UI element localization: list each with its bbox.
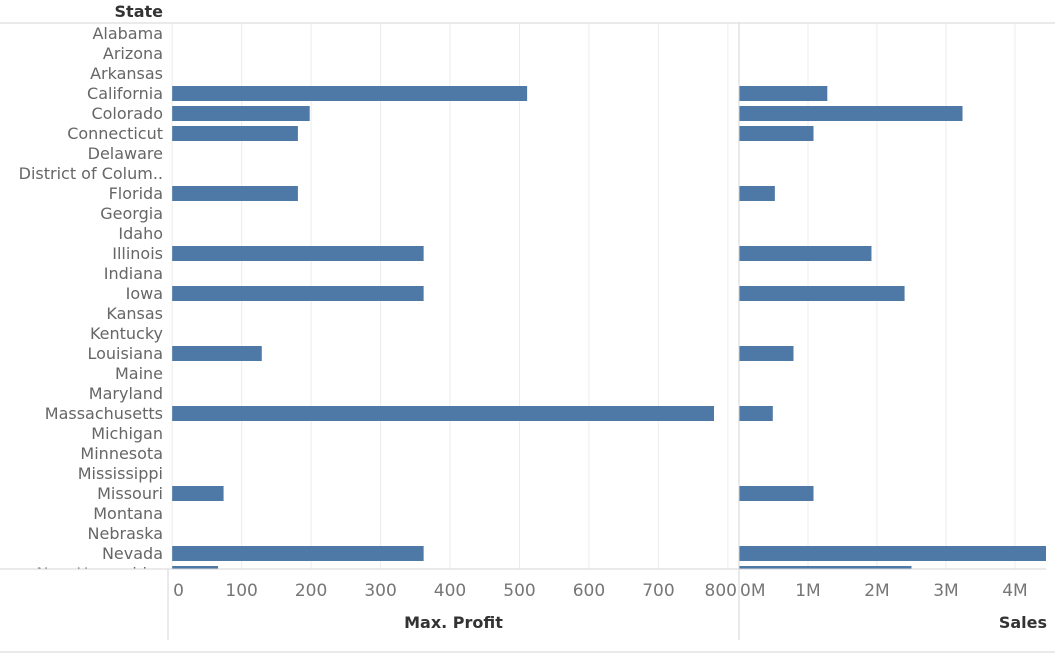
state-label: Connecticut [67,124,163,143]
bar[interactable] [739,186,775,201]
state-label: Delaware [88,144,163,163]
bar[interactable] [739,546,1046,561]
bar[interactable] [172,486,224,501]
state-label: Mississippi [78,464,163,483]
state-label: Kentucky [90,324,163,343]
state-label: Missouri [97,484,163,503]
state-label: Montana [93,504,163,523]
state-label: Georgia [100,204,163,223]
state-label: Idaho [118,224,163,243]
axis-tick-label: 800 [705,581,737,601]
state-label: Kansas [106,304,163,323]
bar[interactable] [739,286,905,301]
bar[interactable] [739,86,828,101]
state-label: California [87,84,163,103]
axis-tick-label: 400 [434,581,466,601]
bar[interactable] [172,566,219,581]
axis-tick-label: 200 [295,581,327,601]
axis-tick-label: 100 [225,581,257,601]
bar[interactable] [172,406,714,421]
row-header-title: State [115,2,164,21]
state-label: Arkansas [90,64,163,83]
bar[interactable] [739,106,963,121]
axis-tick-label: 3M [933,581,958,601]
axis-tick-label: 300 [364,581,396,601]
state-label: Colorado [91,104,163,123]
state-label: Iowa [126,284,163,303]
axis-title: Sales [999,613,1047,632]
bar[interactable] [739,566,912,581]
state-label: Louisiana [87,344,163,363]
axis-tick-label: 0M [740,581,765,601]
bar[interactable] [172,106,310,121]
state-label: Maryland [89,384,163,403]
bar[interactable] [172,126,298,141]
state-label: Maine [115,364,163,383]
axis-tick-label: 700 [642,581,674,601]
state-label: Nevada [102,544,163,563]
bar[interactable] [739,486,814,501]
bar[interactable] [172,286,424,301]
state-label: Michigan [91,424,163,443]
state-label: Massachusetts [45,404,163,423]
axes: 0 100 200 300 400 500 600 700 800 Max. Profit 0M 1M… [0,23,1055,653]
bar[interactable] [739,126,814,141]
state-label: Arizona [103,44,163,63]
bar[interactable] [739,406,773,421]
state-label: Minnesota [80,444,163,463]
axis-tick-label: 500 [503,581,535,601]
bar[interactable] [172,246,424,261]
bar[interactable] [172,86,528,101]
axis-tick-label: 2M [864,581,889,601]
state-labels: AlabamaArizonaArkansasCaliforniaColorado… [19,24,163,583]
bars [172,86,1046,581]
bar[interactable] [739,346,794,361]
axis-tick-label: 0 [173,581,184,601]
axis-tick-label: 1M [795,581,820,601]
axis-title: Max. Profit [404,613,503,632]
state-label: Florida [109,184,163,203]
state-label: New Hampshire [36,564,163,583]
state-label: Nebraska [88,524,163,543]
state-label: District of Colum.. [19,164,163,183]
bar[interactable] [739,246,872,261]
state-label: Illinois [112,244,163,263]
bar[interactable] [172,546,424,561]
axis-tick-label: 600 [573,581,605,601]
axis-tick-label: 4M [1002,581,1027,601]
bar[interactable] [172,186,298,201]
state-label: Alabama [92,24,163,43]
state-label: Indiana [104,264,163,283]
bar[interactable] [172,346,262,361]
